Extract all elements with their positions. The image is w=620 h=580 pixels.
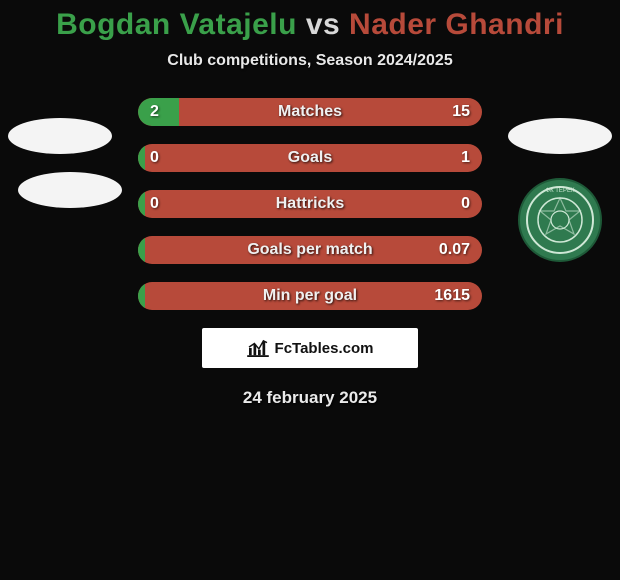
stat-bar: 0Goals1 [138, 144, 482, 172]
player2-name: Nader Ghandri [349, 8, 564, 41]
date-text: 24 february 2025 [0, 388, 620, 408]
stat-row: 0Hattricks0 [0, 190, 620, 218]
stat-label: Goals [138, 144, 482, 172]
player1-name: Bogdan Vatajelu [56, 8, 297, 41]
stat-value-right: 1615 [422, 282, 482, 310]
stat-row: Min per goal1615 [0, 282, 620, 310]
subtitle: Club competitions, Season 2024/2025 [0, 52, 620, 70]
page-title: Bogdan Vatajelu vs Nader Ghandri [0, 8, 620, 42]
brand-box[interactable]: FcTables.com [202, 328, 418, 368]
chart-icon [247, 339, 269, 357]
brand-text: FcTables.com [275, 340, 374, 357]
stat-row: 2Matches15 [0, 98, 620, 126]
stat-label: Matches [138, 98, 482, 126]
stat-label: Hattricks [138, 190, 482, 218]
stat-bar: 0Hattricks0 [138, 190, 482, 218]
stat-row: Goals per match0.07 [0, 236, 620, 264]
stat-row: 0Goals1 [0, 144, 620, 172]
stat-bar: 2Matches15 [138, 98, 482, 126]
stat-value-right: 0 [449, 190, 482, 218]
vs-text: vs [306, 8, 340, 41]
stat-bar: Goals per match0.07 [138, 236, 482, 264]
stat-value-right: 1 [449, 144, 482, 172]
stat-value-right: 0.07 [427, 236, 482, 264]
stat-bar: Min per goal1615 [138, 282, 482, 310]
stat-value-right: 15 [440, 98, 482, 126]
comparison-card: Bogdan Vatajelu vs Nader Ghandri Club co… [0, 0, 620, 580]
